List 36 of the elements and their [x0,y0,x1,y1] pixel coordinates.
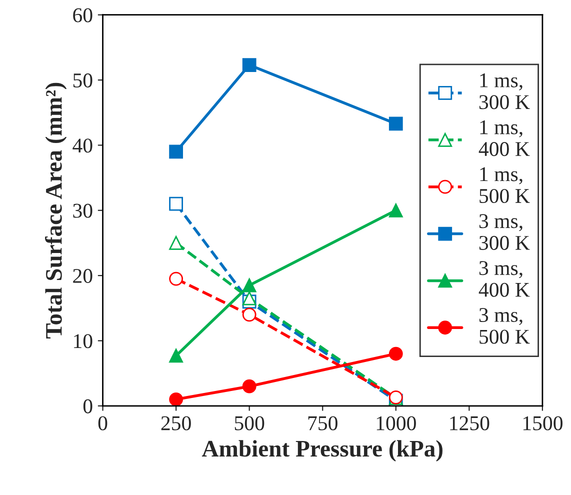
legend-label: 1 ms, 500 K [480,167,530,204]
point [169,392,184,406]
x-tick-label: 1000 [376,416,416,430]
y-tick-label: 50 [73,73,92,88]
y-tick-label: 10 [74,334,92,348]
legend-label: 1 ms, 300 K [479,73,530,110]
point [169,196,184,211]
point [169,236,184,250]
x-tick-label: 1250 [450,416,490,430]
x-tick-label: 250 [161,416,191,430]
x-axis-title: Ambient Pressure (kPa) [202,440,442,462]
y-tick-label: 40 [72,138,92,153]
y-axis-title: Total Surface Area (mm²) [45,82,67,338]
x-tick-label: 750 [308,416,338,430]
point [388,203,403,218]
point [242,379,256,394]
point [388,346,403,361]
point [242,308,256,322]
y-tick-label: 60 [73,8,92,22]
legend-label: 3 ms, 500 K [479,308,530,344]
x-tick-label: 500 [234,416,264,430]
y-tick-label: 30 [73,204,92,218]
legend-label: 1 ms, 400 K [478,120,530,156]
point [169,272,184,286]
point [169,348,184,363]
point [242,58,256,72]
x-tick-label: 1500 [523,416,562,430]
x-tick-label: 0 [98,416,108,430]
legend-label: 3 ms, 400 K [478,261,530,297]
point [242,291,256,306]
point [242,278,256,292]
point [388,116,403,131]
legend-label: 3 ms, 300 K [479,214,530,250]
y-tick-label: 0 [83,399,92,414]
y-tick-label: 20 [73,268,92,283]
point [169,144,184,159]
